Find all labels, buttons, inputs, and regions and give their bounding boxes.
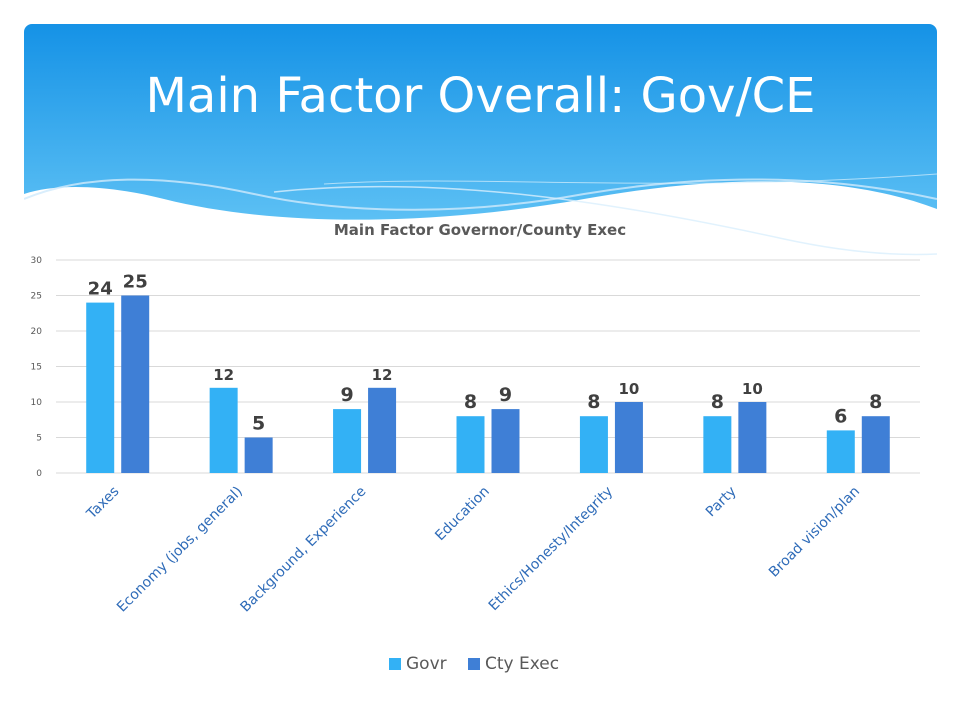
category-label: Taxes [83,484,122,523]
bar [614,402,643,473]
header-banner [24,24,937,256]
legend-label: Cty Exec [485,654,559,674]
legend-swatch [468,658,480,670]
category-label: Economy (jobs, general) [114,484,246,616]
bar [86,302,115,473]
bar [121,295,150,473]
bar [368,387,397,473]
data-label: 24 [88,279,113,300]
data-label: 12 [213,366,234,384]
y-tick-label: 30 [31,256,43,266]
y-tick-label: 10 [31,398,43,408]
legend-label: Govr [406,654,447,674]
bar [456,416,485,473]
y-tick-label: 15 [31,363,42,373]
data-label: 10 [618,380,639,398]
legend: Govr Cty Exec [389,654,559,674]
data-label: 8 [464,391,477,413]
y-tick-label: 20 [31,327,43,337]
gridlines [56,259,920,474]
chart-title: Main Factor Governor/County Exec [334,221,626,239]
y-tick-label: 5 [36,434,42,444]
data-label: 12 [372,366,393,384]
legend-swatch [389,658,401,670]
y-tick-label: 0 [36,469,42,479]
data-label: 6 [834,405,847,427]
category-label: Party [703,484,740,521]
bar [491,409,520,473]
y-tick-label: 25 [31,292,42,302]
bar [333,409,362,473]
bar [209,387,238,473]
data-label: 5 [252,413,265,435]
category-label: Background, Experience [238,484,370,616]
data-label: 8 [869,391,882,413]
bar [244,437,273,473]
data-label: 8 [587,391,600,413]
bar [826,430,855,473]
category-label: Broad vision/plan [766,484,863,581]
bar [861,416,890,473]
data-label: 10 [742,380,763,398]
data-label: 25 [123,272,148,293]
slide-title: Main Factor Overall: Gov/CE [145,68,816,124]
bar [579,416,608,473]
bar [703,416,732,473]
data-label: 8 [711,391,724,413]
category-label: Education [432,484,493,545]
data-label: 9 [340,384,353,406]
bars [86,295,890,473]
bar [738,402,767,473]
category-label: Ethics/Honesty/Integrity [486,484,617,615]
data-label: 9 [499,384,512,406]
